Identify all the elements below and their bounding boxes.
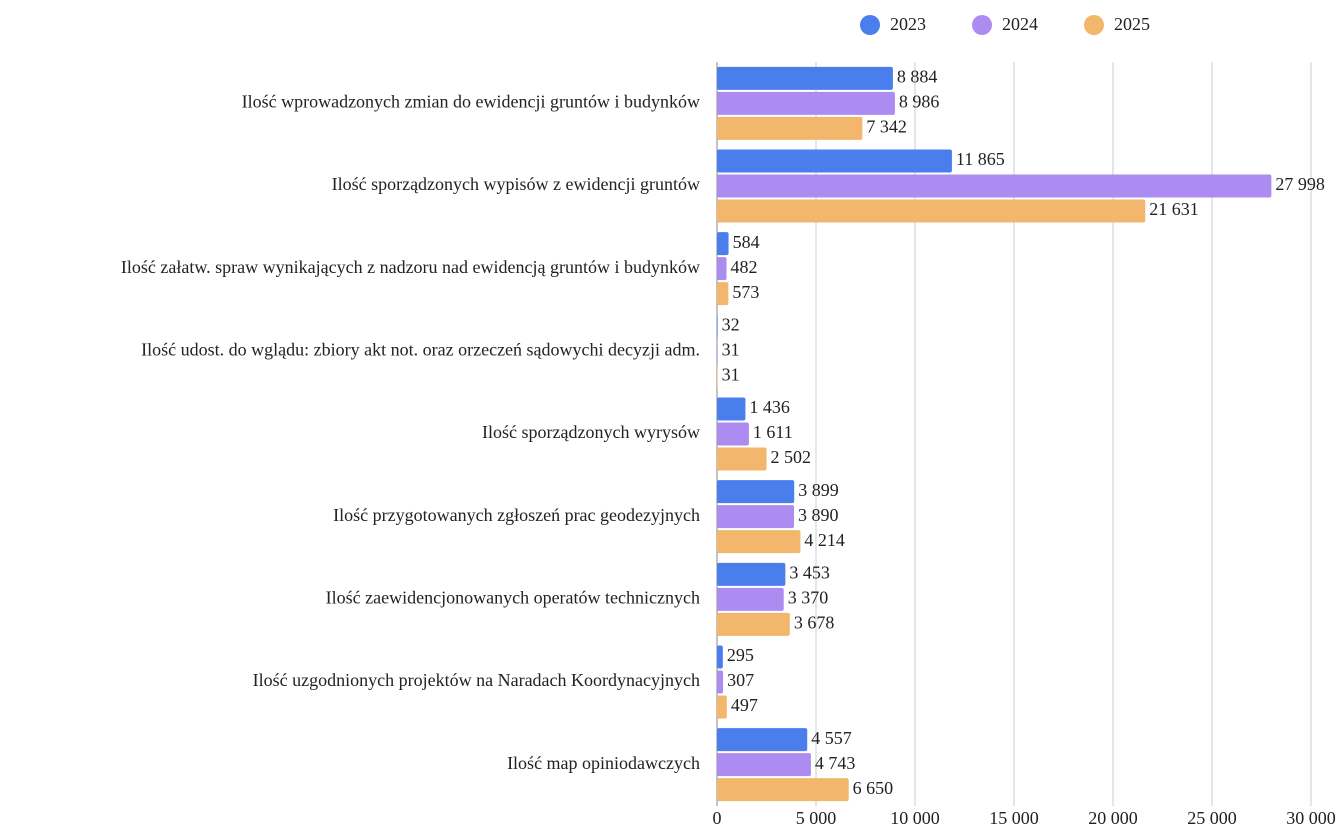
value-label: 497 [731,695,758,715]
bar [717,645,723,669]
x-tick-label: 20 000 [1088,808,1138,828]
bar [717,505,795,529]
x-tick-label: 0 [713,808,722,828]
bar [717,480,795,504]
value-label: 573 [732,282,759,302]
value-label: 4 214 [804,530,845,550]
value-label: 1 611 [753,422,793,442]
value-label: 32 [722,314,740,334]
x-tick-label: 15 000 [989,808,1039,828]
bar [717,695,727,719]
bar [717,282,729,306]
value-label: 7 342 [866,116,907,136]
legend-marker [1084,15,1104,35]
bar [717,116,863,140]
category-label: Ilość sporządzonych wyrysów [482,422,700,442]
legend-marker [860,15,880,35]
category-label: Ilość sporządzonych wypisów z ewidencji … [332,174,700,194]
value-label: 3 890 [798,505,839,525]
value-label: 8 884 [897,66,938,86]
category-label: Ilość wprowadzonych zmian do ewidencji g… [242,91,700,111]
bar [717,753,811,777]
bar [717,149,952,173]
value-label: 4 557 [811,728,852,748]
legend-label: 2025 [1114,14,1150,34]
value-label: 584 [733,232,760,252]
x-tick-label: 10 000 [890,808,940,828]
bar [717,199,1146,223]
bar [717,422,749,446]
x-tick-label: 30 000 [1286,808,1336,828]
value-label: 3 453 [789,562,830,582]
bar [717,257,727,281]
x-tick-label: 5 000 [796,808,837,828]
legend-label: 2024 [1002,14,1038,34]
category-label: Ilość przygotowanych zgłoszeń prac geode… [333,505,700,525]
bar [717,339,718,363]
value-label: 27 998 [1275,174,1325,194]
legend-label: 2023 [890,14,926,34]
value-label: 1 436 [749,397,790,417]
value-label: 3 678 [794,612,835,632]
bar [717,397,746,421]
value-label: 3 899 [798,480,839,500]
value-label: 2 502 [771,447,812,467]
bar [717,364,718,388]
category-label: Ilość uzgodnionych projektów na Naradach… [253,670,700,690]
bar [717,530,801,554]
category-label: Ilość załatw. spraw wynikających z nadzo… [121,257,700,277]
bar [717,587,784,611]
bar [717,778,849,802]
value-label: 31 [722,364,740,384]
value-label: 4 743 [815,753,856,773]
bar [717,232,729,256]
bar [717,174,1272,198]
value-label: 295 [727,645,754,665]
value-label: 307 [727,670,754,690]
category-label: Ilość zaewidencjonowanych operatów techn… [326,587,700,607]
bar [717,562,786,586]
category-label: Ilość udost. do wglądu: zbiory akt not. … [141,339,700,359]
value-label: 21 631 [1149,199,1199,219]
bar [717,91,895,115]
value-label: 3 370 [788,587,829,607]
legend-marker [972,15,992,35]
bar [717,314,718,338]
value-label: 31 [722,339,740,359]
value-label: 11 865 [956,149,1005,169]
category-label: Ilość map opiniodawczych [507,753,700,773]
value-label: 6 650 [853,778,894,798]
bar [717,670,724,694]
bar [717,66,893,90]
value-label: 8 986 [899,91,940,111]
bar [717,612,790,636]
value-label: 482 [731,257,758,277]
bar [717,728,808,752]
x-tick-label: 25 000 [1187,808,1237,828]
bar [717,447,767,471]
